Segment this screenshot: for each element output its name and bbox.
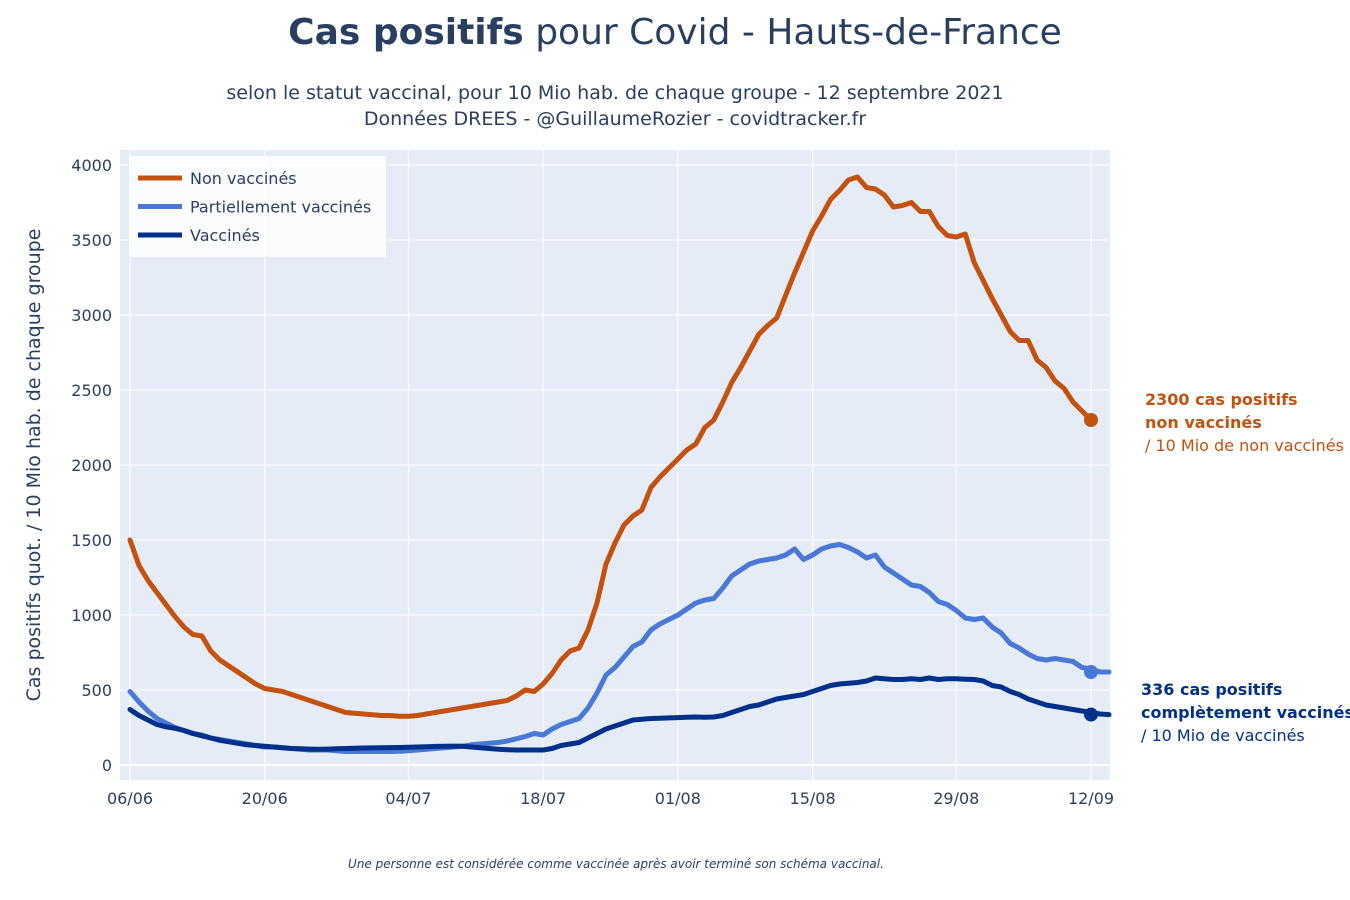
chart-title-rest: pour Covid - Hauts-de-France [523,12,1062,53]
series-line-vaccines [127,675,1112,753]
annotation-vaccines-line3: / 10 Mio de vaccinés [1141,726,1305,745]
y-tick-label: 2500 [71,381,112,400]
x-axis-ticks: 06/06 20/06 04/07 18/07 01/08 15/08 29/08 12/09 [107,789,1114,808]
y-tick-label: 3000 [71,306,112,325]
x-tick-label: 18/07 [520,789,566,808]
x-tick-label: 15/08 [790,789,836,808]
x-tick-label: 01/08 [655,789,701,808]
legend-label: Vaccinés [190,226,260,245]
x-tick-label: 06/06 [107,789,153,808]
footnote: Une personne est considérée comme vaccin… [348,857,884,871]
y-tick-label: 2000 [71,456,112,475]
chart-subtitle-line1: selon le statut vaccinal, pour 10 Mio ha… [226,82,1004,104]
series-end-point-vaccines [1084,707,1098,722]
y-axis-ticks: 0 500 1000 1500 2000 2500 3000 3500 4000 [71,156,112,775]
x-tick-label: 12/09 [1068,789,1114,808]
annotation-non-vaccines-line2: non vaccinés [1145,413,1262,432]
y-tick-label: 3500 [71,231,112,250]
y-tick-label: 1500 [71,531,112,550]
series-end-point-partiellement [1084,665,1098,679]
legend: Non vaccinés Partiellement vaccinés Vaccin… [129,156,386,257]
y-tick-label: 4000 [71,156,112,175]
series-end-point-non_vaccines [1084,413,1098,427]
end-markers [1084,413,1098,722]
annotation-non-vaccines-line3: / 10 Mio de non vaccinés [1145,436,1344,455]
x-tick-label: 20/06 [242,789,288,808]
annotation-vaccines-line1: 336 cas positifs [1141,680,1283,699]
y-tick-label: 500 [81,681,112,700]
chart-title: Cas positifs pour Covid - Hauts-de-Franc… [0,12,1350,53]
annotation-vaccines-line2: complètement vaccinés [1141,703,1350,722]
y-tick-label: 0 [102,756,112,775]
chart-title-bold: Cas positifs [288,12,524,53]
series-line-non_vaccines [127,174,1094,719]
annotation-non-vaccines-line1: 2300 cas positifs [1145,390,1298,409]
annotation-non-vaccines: 2300 cas positifs non vaccinés / 10 Mio … [1145,388,1344,457]
y-axis-label: Cas positifs quot. / 10 Mio hab. de chaq… [23,229,45,702]
x-tick-label: 04/07 [385,789,431,808]
x-tick-label: 29/08 [933,789,979,808]
annotation-vaccines: 336 cas positifs complètement vaccinés /… [1141,678,1350,747]
legend-label: Partiellement vaccinés [190,198,371,217]
y-tick-label: 1000 [71,606,112,625]
series-lines [127,174,1112,754]
chart-subtitle-line2: Données DREES - @GuillaumeRozier - covid… [363,108,867,130]
legend-label: Non vaccinés [190,169,297,188]
